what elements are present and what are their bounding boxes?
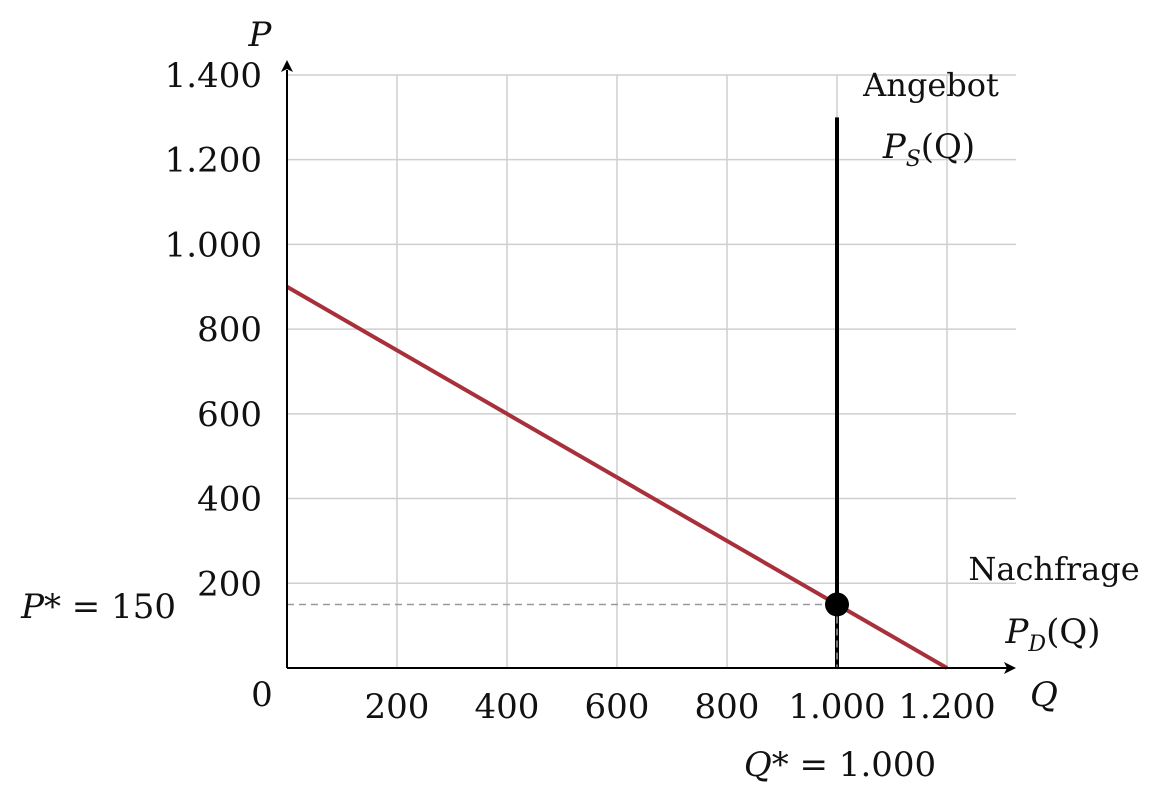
origin-label: 0 (251, 675, 273, 715)
y-tick-label: 1.400 (165, 56, 262, 96)
x-tick-label: 1.000 (788, 687, 885, 727)
y-tick-label: 800 (197, 310, 262, 350)
equilibrium-price-label: P* = 150 (20, 587, 176, 627)
x-tick-label: 1.200 (898, 687, 995, 727)
x-tick-label: 400 (475, 687, 540, 727)
axes (281, 60, 1016, 674)
demand-label: Nachfrage (968, 550, 1139, 588)
y-tick-label: 400 (197, 480, 262, 520)
x-tick-label: 800 (695, 687, 760, 727)
y-tick-label: 1.000 (165, 225, 262, 265)
y-tick-label: 1.200 (165, 141, 262, 181)
x-tick-label: 600 (585, 687, 650, 727)
y-axis-arrow (281, 60, 293, 72)
equilibrium-quantity-label: Q* = 1.000 (744, 745, 936, 785)
supply-label: Angebot (862, 66, 999, 104)
demand-formula: PD(Q) (1005, 612, 1101, 657)
supply-formula: PS(Q) (882, 127, 975, 172)
y-axis-label: P (248, 15, 273, 55)
x-axis-label: Q (1030, 675, 1058, 715)
x-tick-label: 200 (365, 687, 430, 727)
y-tick-label: 600 (197, 395, 262, 435)
x-tick-labels: 200 400 600 800 1.000 1.200 (365, 687, 996, 727)
x-axis-arrow (1004, 662, 1016, 674)
y-tick-labels: 200 400 600 800 1.000 1.200 1.400 (165, 56, 262, 604)
y-tick-label: 200 (197, 564, 262, 604)
equilibrium-point (825, 592, 849, 617)
